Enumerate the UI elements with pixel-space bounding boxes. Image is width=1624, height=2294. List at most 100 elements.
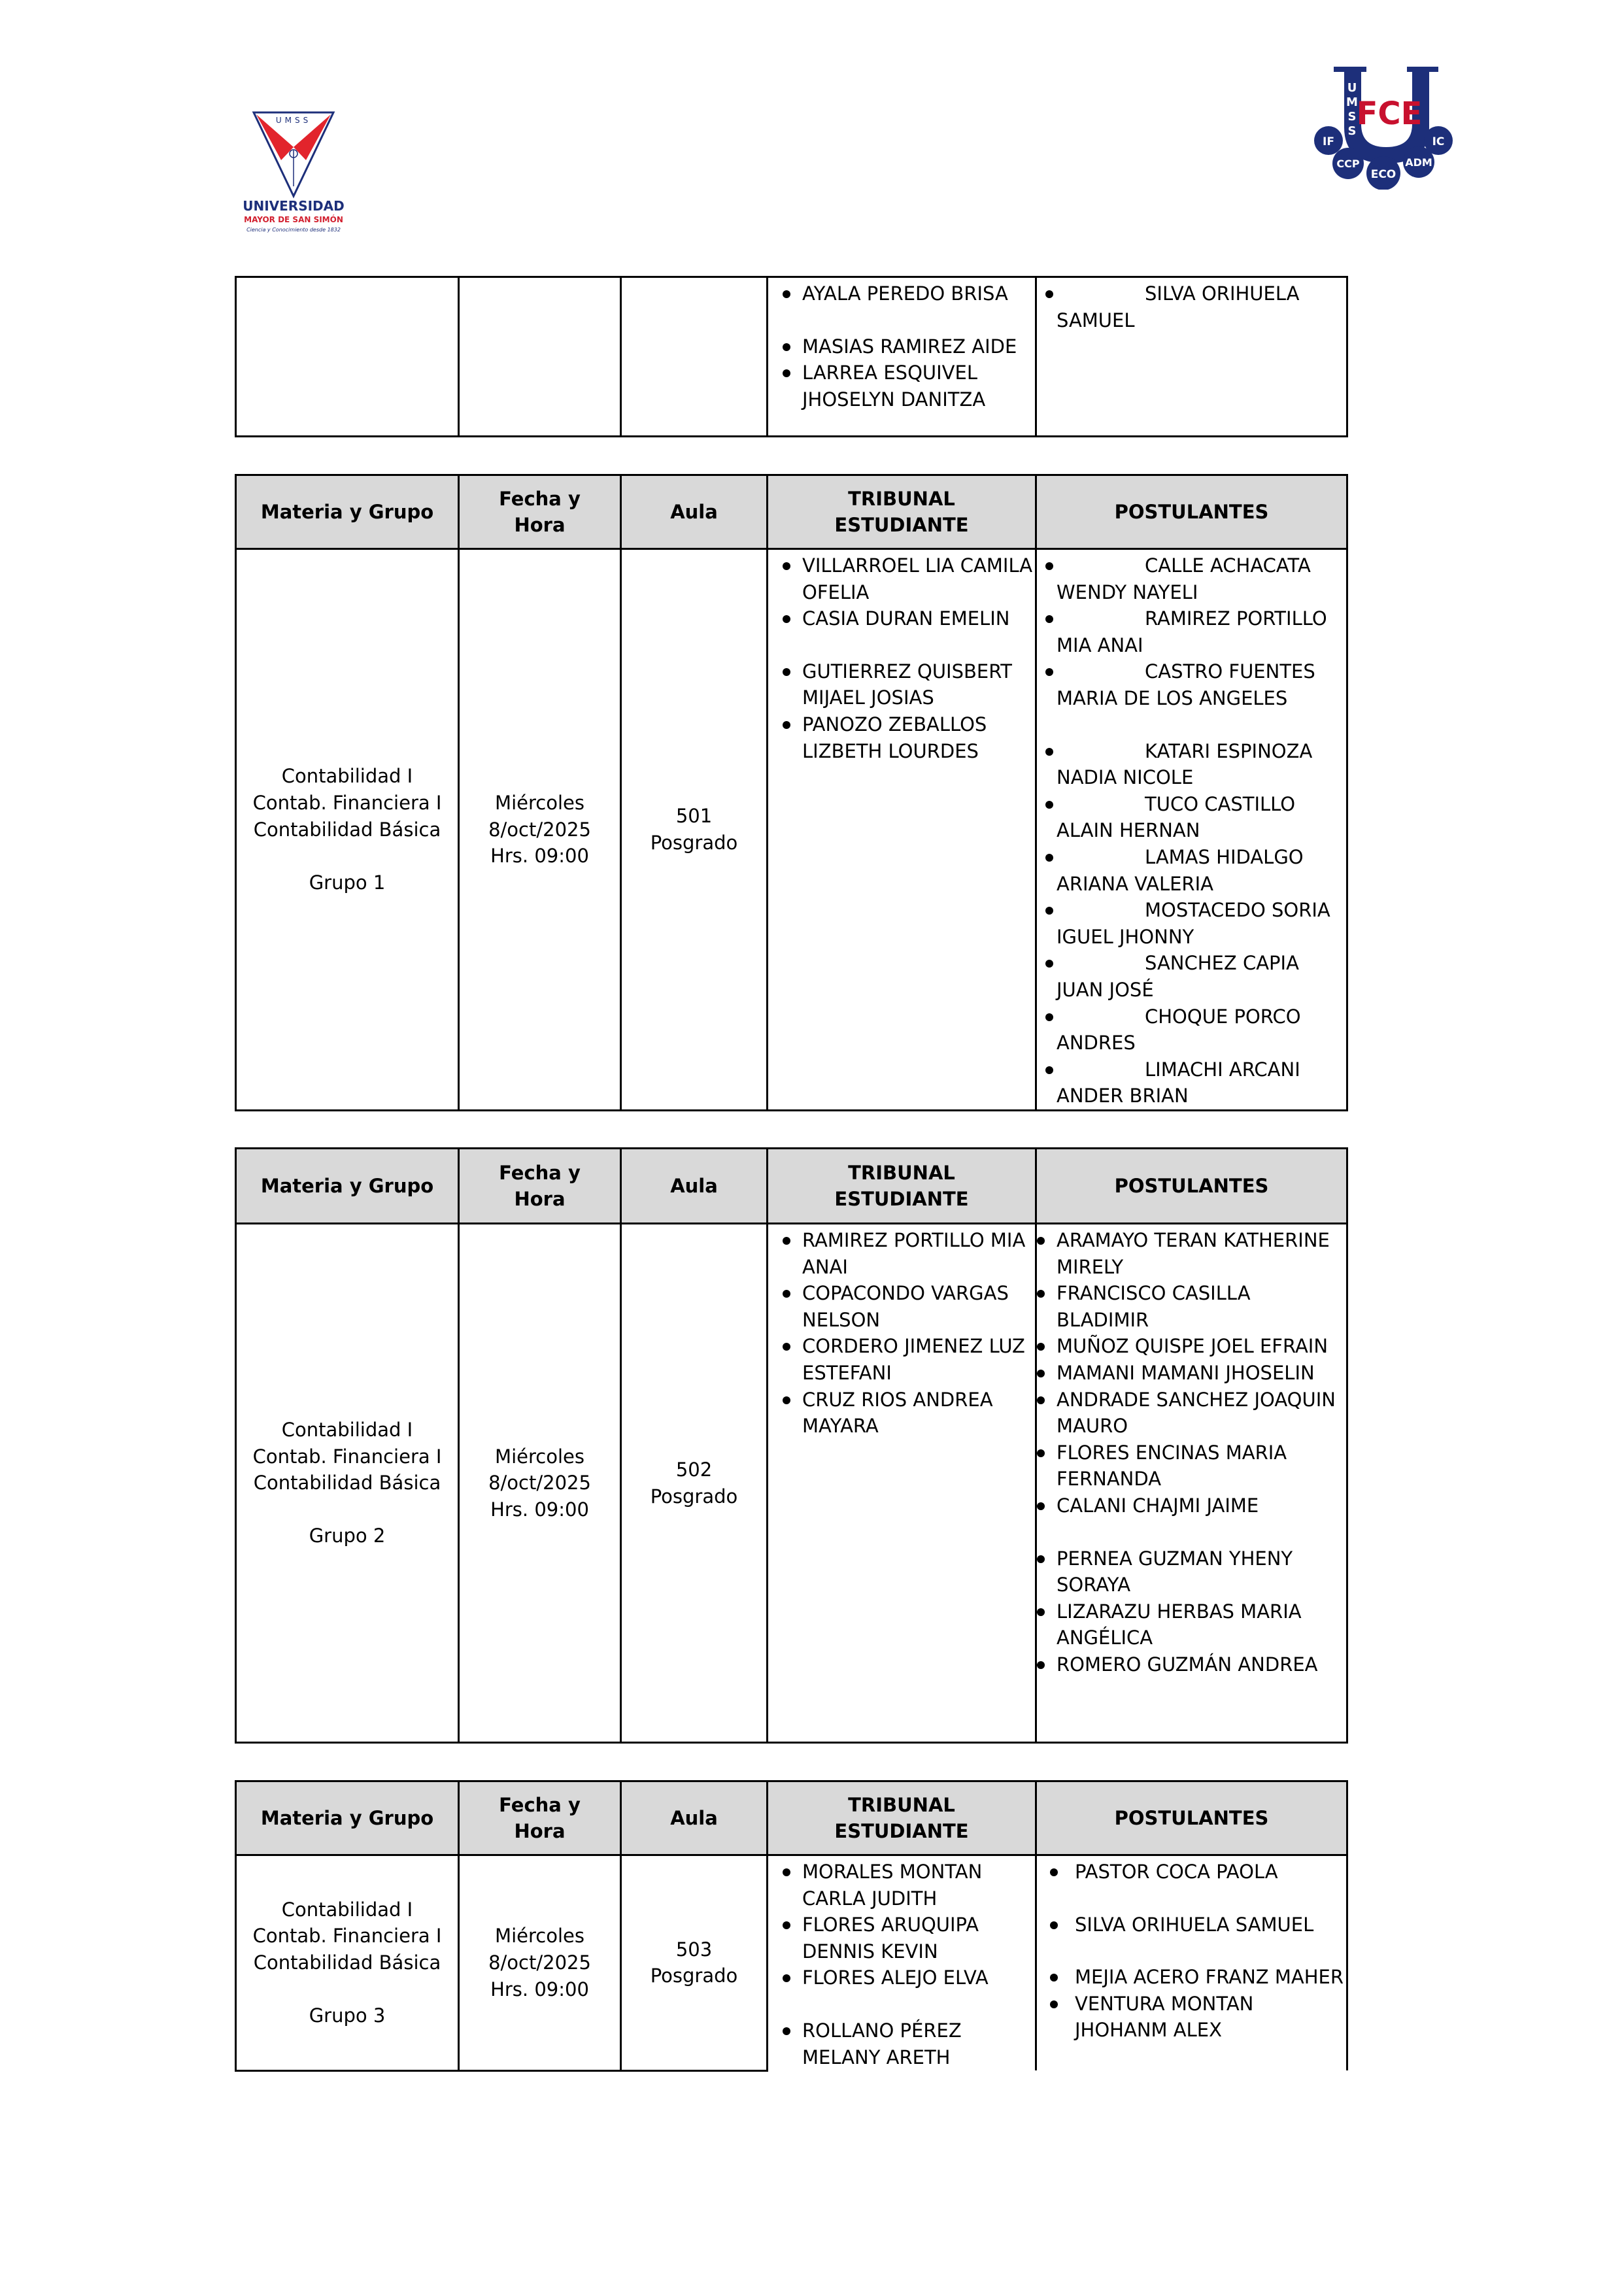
column-header: Aula	[620, 474, 768, 550]
person-name: LARREA ESQUIVEL JHOSELYN DANITZA	[802, 362, 986, 411]
fecha-cell-line: Miércoles	[495, 792, 584, 815]
materia-cell-line: Contabilidad I	[281, 1419, 413, 1442]
list-item: LIZARAZU HERBAS MARIA ANGÉLICA	[1037, 1598, 1346, 1651]
person-name: LAMAS HIDALGO ARIANA VALERIA	[1057, 845, 1304, 895]
svg-text:FCE: FCE	[1357, 95, 1423, 132]
materia-cell-line: Contabilidad I	[281, 765, 413, 788]
bullet-icon	[1037, 1369, 1045, 1377]
postulantes-list-cell: PASTOR COCA PAOLA SILVA ORIHUELA SAMUEL ME…	[1035, 1854, 1348, 2071]
materia-cell-line: Contabilidad Básica	[253, 1951, 441, 1974]
bullet-icon	[1050, 1921, 1058, 1929]
aula-cell-line: 502	[675, 1458, 713, 1481]
table-row: Contabilidad I Contab. Financiera I Contab…	[235, 1223, 1348, 1744]
postulantes-list-cell: ARAMAYO TERAN KATHERINE MIRELY FRANCISCO …	[1035, 1223, 1348, 1744]
fecha-cell	[458, 276, 622, 437]
bullet-icon	[1045, 1066, 1053, 1074]
column-header: Fecha y Hora	[458, 1780, 622, 1856]
bullet-icon	[1037, 1661, 1045, 1669]
list-item: CRUZ RIOS ANDREA MAYARA	[768, 1387, 1035, 1440]
bullet-icon	[1045, 1013, 1053, 1021]
person-name: MORALES MONTAN CARLA JUDITH	[802, 1861, 983, 1910]
bullet-icon	[783, 343, 790, 351]
svg-text:UNIVERSIDAD: UNIVERSIDAD	[243, 198, 345, 214]
svg-text:ECO: ECO	[1371, 168, 1396, 181]
column-header: Fecha y Hora	[458, 1147, 622, 1224]
column-header: POSTULANTES	[1035, 1147, 1348, 1224]
bullet-icon	[783, 615, 790, 624]
table-row: AYALA PEREDO BRISA MASIAS RAMIREZ AIDE LAR…	[235, 276, 1348, 437]
person-name: PANOZO ZEBALLOS LIZBETH LOURDES	[802, 713, 987, 762]
materia-cell-line: Grupo 1	[309, 871, 386, 894]
person-name: CASTRO FUENTES MARIA DE LOS ANGELES	[1057, 660, 1315, 709]
column-header: TRIBUNAL ESTUDIANTE	[766, 474, 1037, 550]
person-name: MOSTACEDO SORIA IGUEL JHONNY	[1057, 899, 1330, 948]
list-item: LARREA ESQUIVEL JHOSELYN DANITZA	[768, 360, 1035, 413]
bullet-icon	[1037, 1396, 1045, 1404]
person-name: MAMANI MAMANI JHOSELIN	[1057, 1361, 1315, 1384]
bullet-icon	[783, 290, 790, 298]
tribunal-list-cell: RAMIREZ PORTILLO MIA ANAI COPACONDO VARGA…	[766, 1223, 1037, 1744]
person-name: MEJIA ACERO FRANZ MAHER	[1075, 1966, 1344, 1989]
list-item: PASTOR COCA PAOLA	[1037, 1859, 1346, 1885]
materia-cell-line: Grupo 3	[309, 2004, 386, 2027]
person-name: LIMACHI ARCANI ANDER BRIAN	[1057, 1058, 1300, 1107]
person-name: FLORES ENCINAS MARIA FERNANDA	[1057, 1441, 1287, 1491]
materia-cell: Contabilidad I Contab. Financiera I Contab…	[235, 1223, 460, 1744]
person-name: CALANI CHAJMI JAIME	[1057, 1494, 1259, 1517]
list-item: GUTIERREZ QUISBERT MIJAEL JOSIAS	[768, 658, 1035, 711]
tribunal-list-cell: MORALES MONTAN CARLA JUDITH FLORES ARUQUI…	[766, 1854, 1037, 2071]
bullet-icon	[1037, 1449, 1045, 1457]
person-name: CRUZ RIOS ANDREA MAYARA	[802, 1388, 993, 1438]
list-item: AYALA PEREDO BRISA	[768, 280, 1035, 307]
column-header: TRIBUNAL ESTUDIANTE	[766, 1147, 1037, 1224]
bullet-icon	[1037, 1608, 1045, 1616]
list-item: KATARI ESPINOZA NADIA NICOLE	[1037, 738, 1346, 791]
column-header: Fecha y Hora	[458, 474, 622, 550]
person-name: TUCO CASTILLO ALAIN HERNAN	[1057, 792, 1296, 842]
bullet-icon	[1050, 1868, 1058, 1876]
fecha-cell-line: Hrs. 09:00	[490, 845, 589, 868]
aula-cell: 503 Posgrado	[620, 1854, 768, 2072]
person-name: MASIAS RAMIREZ AIDE	[802, 335, 1017, 358]
list-item: CALANI CHAJMI JAIME	[1037, 1493, 1346, 1519]
bullet-icon	[783, 1343, 790, 1351]
person-name: CHOQUE PORCO ANDRES	[1057, 1005, 1301, 1054]
list-item: ANDRADE SANCHEZ JOAQUIN MAURO	[1037, 1387, 1346, 1440]
materia-cell	[235, 276, 460, 437]
bullet-icon	[1045, 907, 1053, 915]
person-name: VILLARROEL LIA CAMILA OFELIA	[802, 554, 1033, 603]
materia-cell-line: Contab. Financiera I	[252, 792, 442, 815]
bullet-icon	[1045, 960, 1053, 968]
bullet-icon	[783, 1396, 790, 1404]
list-item: FLORES ENCINAS MARIA FERNANDA	[1037, 1440, 1346, 1493]
column-header: Aula	[620, 1147, 768, 1224]
aula-cell-line: Posgrado	[650, 831, 738, 854]
list-item: MASIAS RAMIREZ AIDE	[768, 333, 1035, 360]
bullet-icon	[1045, 615, 1053, 624]
aula-cell-line: 503	[675, 1938, 713, 1961]
aula-cell-line: Posgrado	[650, 1485, 738, 1508]
postulantes-list: PASTOR COCA PAOLA SILVA ORIHUELA SAMUEL ME…	[1037, 1856, 1346, 2044]
bullet-icon	[1050, 2000, 1058, 2008]
tribunal-list: VILLARROEL LIA CAMILA OFELIA CASIA DURAN …	[768, 550, 1035, 764]
schedule-table: Materia y Grupo Fecha y Hora Aula TRIBUNAL …	[235, 1780, 1348, 2072]
tribunal-list-cell: AYALA PEREDO BRISA MASIAS RAMIREZ AIDE LAR…	[766, 276, 1037, 437]
list-item: MORALES MONTAN CARLA JUDITH	[768, 1859, 1035, 1912]
person-name: FLORES ALEJO ELVA	[802, 1966, 989, 1989]
materia-cell-line	[237, 1496, 458, 1523]
person-name: ROLLANO PÉREZ MELANY ARETH	[802, 2019, 962, 2068]
header-row: Materia y Grupo Fecha y Hora Aula TRIBUNAL …	[235, 1147, 1348, 1224]
list-item: RAMIREZ PORTILLO MIA ANAI	[768, 1227, 1035, 1280]
column-header: POSTULANTES	[1035, 1780, 1348, 1856]
tribunal-list: AYALA PEREDO BRISA MASIAS RAMIREZ AIDE LAR…	[768, 278, 1035, 413]
header-row: Materia y Grupo Fecha y Hora Aula TRIBUNAL …	[235, 1780, 1348, 1856]
column-header: TRIBUNAL ESTUDIANTE	[766, 1780, 1037, 1856]
aula-cell-line: Posgrado	[650, 1965, 738, 1987]
list-item: ARAMAYO TERAN KATHERINE MIRELY	[1037, 1227, 1346, 1280]
person-name: LIZARAZU HERBAS MARIA ANGÉLICA	[1057, 1600, 1302, 1649]
schedule-table: Materia y Grupo Fecha y Hora Aula TRIBUNAL …	[235, 474, 1348, 1111]
bullet-icon	[1050, 1974, 1058, 1982]
bullet-icon	[1045, 800, 1053, 809]
fecha-cell-line: 8/oct/2025	[488, 1472, 591, 1494]
person-name: ROMERO GUZMÁN ANDREA	[1057, 1653, 1318, 1676]
